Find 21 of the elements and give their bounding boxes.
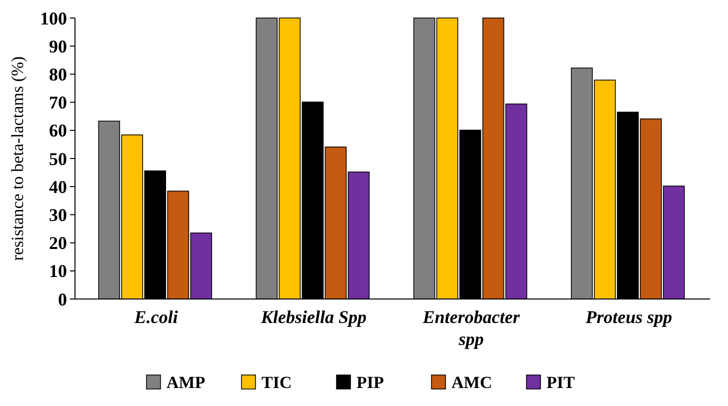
y-tick-label: 70 [49,92,67,113]
x-tick-label: Proteus spp [584,307,672,327]
y-tick-label: 80 [49,64,67,84]
y-tick-label: 60 [49,120,67,141]
legend-label: AMC [452,372,492,392]
y-tick-label: 50 [49,148,67,169]
y-tick-label: 0 [58,289,67,310]
legend-label: PIP [356,372,384,392]
y-axis-title: resistance to beta-lactams (%) [8,56,27,261]
y-tick-label: 20 [49,233,67,254]
y-tick-label: 30 [49,205,67,225]
y-tick-label: 100 [40,8,67,28]
legend-label: AMP [166,372,206,392]
y-tick-label: 10 [49,261,67,282]
y-tick-label: 90 [49,36,67,56]
legend-label: TIC [262,372,292,392]
x-tick-label: Klebsiella Spp [260,307,366,327]
x-tick-label: Enterobacter spp [422,307,521,349]
x-tick-label: E.coli [133,307,178,327]
legend-label: PIT [546,372,576,392]
y-tick-label: 40 [49,176,67,197]
